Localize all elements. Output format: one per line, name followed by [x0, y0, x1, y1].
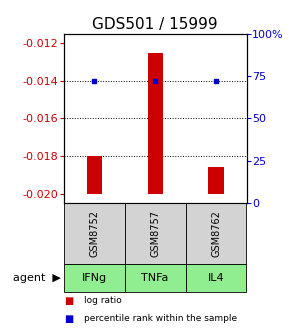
Text: IL4: IL4 [208, 273, 224, 283]
Text: IFNg: IFNg [82, 273, 107, 283]
Bar [186, 264, 246, 292]
Title: GDS501 / 15999: GDS501 / 15999 [92, 17, 218, 33]
Text: TNFa: TNFa [142, 273, 169, 283]
Bar [64, 264, 125, 292]
Bar [125, 264, 186, 292]
Text: ■: ■ [64, 296, 73, 306]
Bar [186, 203, 246, 264]
Bar [125, 203, 186, 264]
Bar [87, 156, 102, 194]
Text: agent  ▶: agent ▶ [13, 273, 61, 283]
Text: percentile rank within the sample: percentile rank within the sample [84, 314, 237, 323]
Text: log ratio: log ratio [84, 296, 122, 305]
Bar [209, 167, 224, 194]
Bar [148, 53, 163, 194]
Text: GSM8762: GSM8762 [211, 210, 221, 257]
Text: ■: ■ [64, 314, 73, 324]
Bar [64, 203, 125, 264]
Text: GSM8752: GSM8752 [89, 210, 99, 257]
Text: GSM8757: GSM8757 [150, 210, 160, 257]
